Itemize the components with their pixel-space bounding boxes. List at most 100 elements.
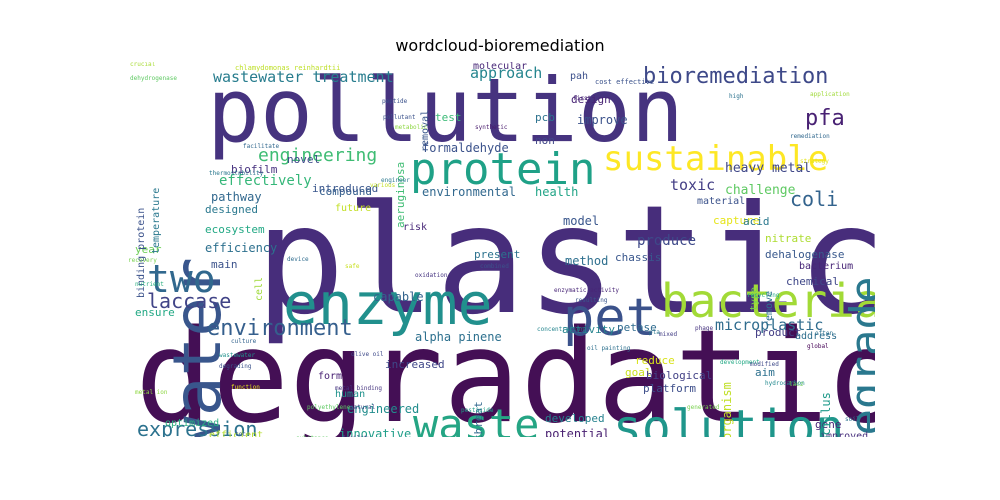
- word-wastewater: wastewater: [219, 352, 256, 359]
- word-test: test: [435, 111, 462, 124]
- word-improved: improved: [820, 431, 869, 438]
- word-oxidation: oxidation: [415, 272, 448, 279]
- word-function: function: [231, 384, 260, 391]
- word-degradation: degradation: [135, 303, 875, 438]
- word-molecular: molecular: [473, 62, 528, 72]
- word-enzyme: enzyme: [283, 270, 493, 338]
- word-chassis: chassis: [615, 251, 662, 264]
- word-toxic: toxic: [670, 176, 716, 194]
- chart-title: wordcloud-bioremediation: [395, 36, 605, 55]
- word-year: year: [135, 243, 162, 256]
- word-petase: petase: [617, 321, 657, 334]
- word-pathway: pathway: [211, 190, 262, 204]
- word-reduce: reduce: [635, 354, 675, 367]
- word-application: application: [810, 91, 850, 98]
- word-material: material: [697, 196, 746, 207]
- word-development: development: [720, 359, 760, 366]
- word-bacterium: bacterium: [799, 261, 854, 272]
- word-increased: increased: [385, 358, 445, 371]
- word-biofilm: biofilm: [231, 163, 278, 176]
- word-various: various: [370, 182, 396, 189]
- word-produce: produce: [637, 233, 697, 249]
- word-pah: pah: [570, 71, 589, 82]
- word-pollution: pollution: [207, 62, 684, 162]
- word-oil-painting: oil painting: [587, 345, 631, 352]
- word-alpha-pinene: alpha pinene: [415, 330, 502, 344]
- word-introduced: introduced: [312, 182, 379, 195]
- word-removal: removal: [420, 110, 431, 153]
- word-first: first: [573, 95, 592, 102]
- word-model: model: [563, 214, 600, 228]
- word-degrading: degrading: [219, 363, 252, 370]
- word-strategy: strategy: [800, 158, 829, 165]
- word-risk: risk: [403, 222, 428, 233]
- word-safe: safe: [345, 263, 360, 270]
- word-bioremediation: bioremediation: [643, 64, 829, 89]
- word-aim: aim: [755, 366, 775, 379]
- word-pcb: pcb: [535, 111, 555, 124]
- word-dehalogenase: dehalogenase: [765, 248, 845, 261]
- word-laccase: laccase: [147, 289, 232, 313]
- word-thermostability: thermostability: [209, 170, 264, 177]
- word-future: future: [335, 203, 372, 214]
- word-capable: capable: [373, 290, 424, 304]
- word-enzymatic-activity: enzymatic activity: [554, 287, 620, 294]
- word-substance: substance: [296, 436, 329, 438]
- word-gene: gene: [815, 418, 842, 431]
- word-environment: environment: [207, 316, 353, 341]
- word-engineered: engineered: [347, 402, 420, 416]
- word-type: type: [749, 287, 760, 312]
- word-bacillus: bacillus: [819, 392, 833, 437]
- word-facilitate: facilitate: [243, 143, 280, 150]
- word-human: human: [335, 389, 366, 400]
- word-culture: culture: [231, 338, 257, 345]
- word-aeruginosa: aeruginosa: [394, 162, 407, 229]
- word-cell: cell: [254, 277, 265, 302]
- word-facility: facility: [342, 436, 371, 438]
- word-designed: designed: [205, 203, 258, 216]
- word-organism: organism: [720, 382, 734, 437]
- word-solution: solution: [613, 400, 845, 437]
- word-pesticide: pesticide: [461, 407, 494, 414]
- word-metabolic: metabolic: [395, 124, 428, 131]
- word-address: address: [795, 331, 838, 342]
- word-bacteria: bacteria: [661, 274, 875, 328]
- word-optimized: optimized: [165, 418, 220, 429]
- word-present: present: [474, 248, 521, 261]
- word-soil: soil: [845, 416, 860, 423]
- word-pla: pla: [649, 329, 660, 336]
- word-cost-effective: cost effective: [595, 78, 655, 86]
- word-design: design: [571, 93, 611, 106]
- word-temperature: temperature: [151, 188, 162, 255]
- word-resulting: resulting: [575, 297, 608, 304]
- word-improve: improve: [577, 113, 628, 127]
- word-mixed: mixed: [659, 331, 678, 338]
- word-challenge: challenge: [725, 183, 796, 198]
- word-expression: expression: [137, 417, 258, 437]
- word-dehydrogenase: dehydrogenase: [130, 75, 177, 82]
- word-sustainable: sustainable: [603, 139, 829, 179]
- word-biological: biological: [646, 369, 713, 382]
- word-activity: activity: [562, 323, 615, 336]
- word-heavy-metal: heavy metal: [725, 161, 812, 176]
- word-recycling: recycling: [747, 292, 780, 299]
- word-formaldehyde: formaldehyde: [422, 141, 509, 155]
- word-ensure: ensure: [135, 306, 175, 319]
- word-toc: toc: [235, 431, 246, 438]
- word-nitrate: nitrate: [765, 232, 812, 245]
- word-product: product: [755, 326, 802, 339]
- word-ecosystem: ecosystem: [205, 223, 265, 236]
- word-goal: goal: [625, 366, 652, 379]
- word-synthetic: synthetic: [475, 124, 508, 131]
- word-compound: compound: [319, 185, 372, 198]
- word-protein: protein: [410, 144, 596, 195]
- word-phage: phage: [695, 325, 714, 332]
- word-novel: novel: [287, 153, 321, 166]
- word-environmental: environmental: [422, 185, 516, 199]
- word-modified: modified: [750, 361, 779, 368]
- word-combined: combined: [480, 263, 509, 270]
- word-concentration: concentration: [537, 326, 584, 333]
- word-efficiency: efficiency: [205, 241, 278, 255]
- word-wastewater-treatment: wastewater treatment: [213, 68, 394, 86]
- word-remediation: remediation: [790, 133, 830, 140]
